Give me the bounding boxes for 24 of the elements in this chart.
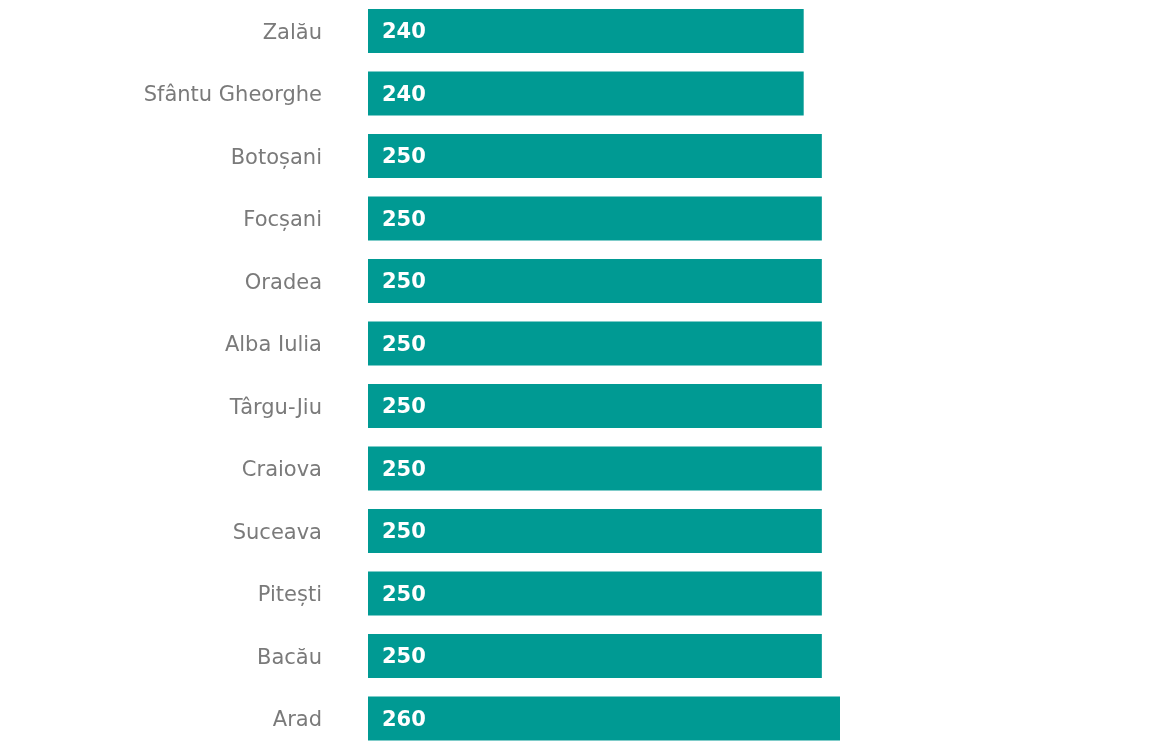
y-tick-label: Pitești: [257, 582, 322, 607]
y-tick-label: Focșani: [243, 207, 322, 232]
data-label: 250: [382, 206, 426, 231]
data-label: 250: [382, 644, 426, 669]
data-label: 240: [382, 81, 426, 106]
data-label: 250: [382, 581, 426, 606]
data-label: 250: [382, 144, 426, 169]
data-label: 250: [382, 519, 426, 544]
y-tick-label: Oradea: [244, 269, 322, 294]
y-tick-label: Bacău: [257, 644, 322, 669]
y-tick-label: Arad: [272, 707, 322, 732]
y-tick-label: Suceava: [232, 519, 322, 544]
y-tick-label: Zalău: [262, 19, 322, 44]
y-tick-label: Craiova: [241, 457, 322, 482]
y-tick-label: Sfântu Gheorghe: [143, 82, 322, 107]
data-label: 240: [382, 19, 426, 44]
data-label: 250: [382, 456, 426, 481]
data-label: 250: [382, 269, 426, 294]
data-label: 250: [382, 331, 426, 356]
data-label: 250: [382, 394, 426, 419]
y-tick-label: Târgu-Jiu: [228, 394, 322, 419]
data-label: 260: [382, 706, 426, 731]
y-tick-label: Botoșani: [230, 144, 322, 169]
y-tick-label: Alba Iulia: [224, 332, 322, 357]
